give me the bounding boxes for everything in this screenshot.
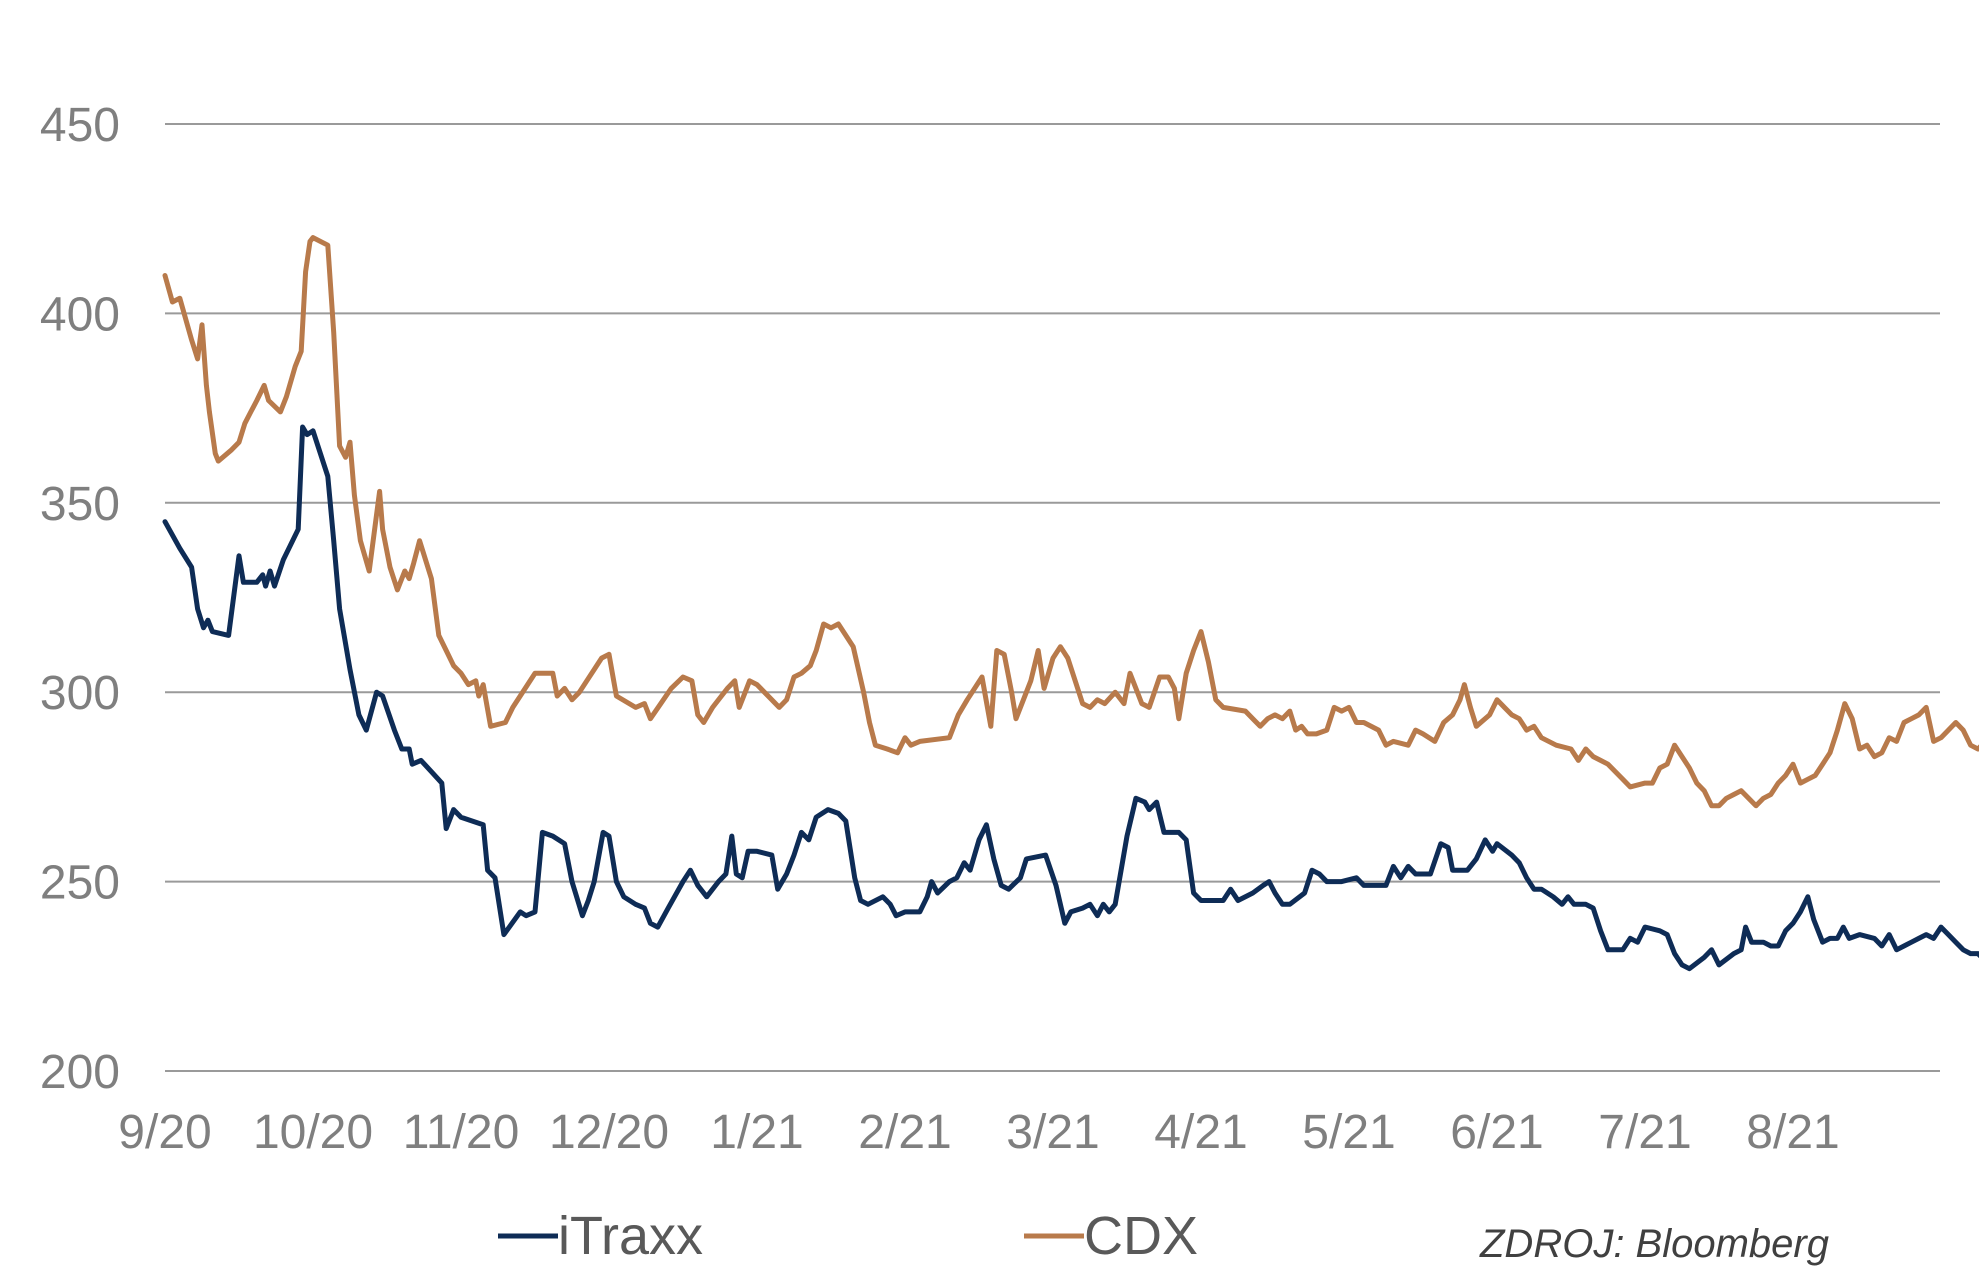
legend-item-cdx: CDX xyxy=(1024,1206,1198,1266)
series-line-cdx xyxy=(162,235,1979,809)
x-tick-label-7-21: 7/21 xyxy=(1598,1106,1691,1159)
y-tick-label-250: 250 xyxy=(40,857,120,910)
x-tick-label-10-20: 10/20 xyxy=(253,1106,373,1159)
y-tick-label-200: 200 xyxy=(40,1046,120,1099)
x-tick-label-1-21: 1/21 xyxy=(710,1106,803,1159)
x-tick-label-11-20: 11/20 xyxy=(403,1106,520,1159)
y-tick-label-350: 350 xyxy=(40,478,120,531)
x-tick-label-6-21: 6/21 xyxy=(1450,1106,1543,1159)
data-series xyxy=(162,235,1979,972)
y-tick-label-300: 300 xyxy=(40,667,120,720)
y-tick-label-450: 450 xyxy=(40,99,120,152)
x-tick-label-3-21: 3/21 xyxy=(1006,1106,1099,1159)
gridlines xyxy=(165,123,1940,1072)
legend-label-itraxx: iTraxx xyxy=(558,1206,703,1266)
x-tick-label-9-20: 9/20 xyxy=(118,1106,211,1159)
x-tick-label-2-21: 2/21 xyxy=(858,1106,951,1159)
legend-item-itraxx: iTraxx xyxy=(498,1206,703,1266)
x-tick-label-5-21: 5/21 xyxy=(1302,1106,1395,1159)
y-tick-label-400: 400 xyxy=(40,288,120,341)
legend: iTraxx CDX xyxy=(498,1206,1198,1266)
series-line-itraxx xyxy=(162,424,1979,972)
source-note: ZDROJ: Bloomberg xyxy=(1479,1222,1829,1266)
legend-label-cdx: CDX xyxy=(1084,1206,1198,1266)
x-tick-label-12-20: 12/20 xyxy=(549,1106,669,1159)
y-axis-tick-labels: 200 250 300 350 400 450 xyxy=(40,99,120,1099)
x-tick-label-8-21: 8/21 xyxy=(1746,1106,1839,1159)
x-tick-label-4-21: 4/21 xyxy=(1154,1106,1247,1159)
x-axis-tick-labels: 9/20 10/20 11/20 12/20 1/21 2/21 3/21 4/21 5/21 6… xyxy=(118,1106,1839,1159)
